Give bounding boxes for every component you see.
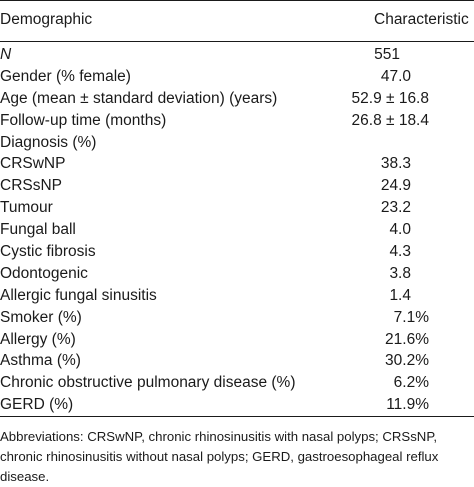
row-value: 38.3 <box>380 155 411 173</box>
row-value: 7.1% <box>393 308 429 326</box>
table-row: Follow-up time (months) 26.8 ± 18.4 <box>0 110 474 132</box>
table-row: Asthma (%) 30.2% <box>0 350 474 372</box>
row-label: GERD (%) <box>0 396 74 414</box>
table-row-section-header: Diagnosis (%) <box>0 132 474 154</box>
row-label: Asthma (%) <box>0 352 81 370</box>
row-value: 1.4 <box>389 286 411 304</box>
row-value: 26.8 ± 18.4 <box>351 111 429 129</box>
table-row: GERD (%) 11.9% <box>0 394 474 416</box>
table-header-rule <box>0 41 474 42</box>
row-value: 3.8 <box>389 264 411 282</box>
row-value: 4.3 <box>389 243 411 261</box>
row-value: 6.2% <box>393 374 429 392</box>
row-value: 11.9% <box>386 396 429 414</box>
table-row: CRSsNP 24.9 <box>0 175 474 197</box>
table-row: Fungal ball 4.0 <box>0 219 474 241</box>
row-value: 21.6% <box>385 330 429 348</box>
table-row: Allergic fungal sinusitis 1.4 <box>0 285 474 307</box>
table-header-row: Demographic Characteristic <box>0 3 474 37</box>
table-top-rule <box>0 0 474 1</box>
row-label: Tumour <box>0 199 53 217</box>
row-label: Gender (% female) <box>0 67 131 85</box>
row-label: Fungal ball <box>0 221 76 239</box>
header-demographic: Demographic <box>0 11 93 28</box>
table-row: Age (mean ± standard deviation) (years) … <box>0 88 474 110</box>
table-row: Gender (% female) 47.0 <box>0 66 474 88</box>
row-value: 52.9 ± 16.8 <box>351 89 429 107</box>
row-label: Follow-up time (months) <box>0 111 167 129</box>
table-body: N 551 Gender (% female) 47.0 Age (mean ±… <box>0 44 474 416</box>
row-value: 24.9 <box>380 177 411 195</box>
row-label: Smoker (%) <box>0 308 82 326</box>
table-row: Chronic obstructive pulmonary disease (%… <box>0 372 474 394</box>
row-value: 47.0 <box>380 67 411 85</box>
table-row: N 551 <box>0 44 474 66</box>
row-label: Allergic fungal sinusitis <box>0 286 157 304</box>
row-label: Chronic obstructive pulmonary disease (%… <box>0 374 296 392</box>
row-label: CRSwNP <box>0 155 66 173</box>
row-value: 551 <box>374 46 400 63</box>
row-label: Allergy (%) <box>0 330 76 348</box>
table-row: Tumour 23.2 <box>0 197 474 219</box>
row-label: Odontogenic <box>0 264 88 282</box>
table-row: CRSwNP 38.3 <box>0 153 474 175</box>
table-footnote: Abbreviations: CRSwNP, chronic rhinosinu… <box>0 429 439 484</box>
row-label: Cystic fibrosis <box>0 243 96 261</box>
table-row: Cystic fibrosis 4.3 <box>0 241 474 263</box>
table-bottom-rule <box>0 416 474 417</box>
row-label: N <box>0 46 12 63</box>
table-row: Odontogenic 3.8 <box>0 263 474 285</box>
table-row: Smoker (%) 7.1% <box>0 307 474 329</box>
row-label: CRSsNP <box>0 177 63 195</box>
table-row: Allergy (%) 21.6% <box>0 329 474 351</box>
row-value: 23.2 <box>380 199 411 217</box>
header-characteristic: Characteristic <box>374 11 469 28</box>
row-label: Diagnosis (%) <box>0 133 97 151</box>
row-value: 4.0 <box>389 221 411 239</box>
row-value: 30.2% <box>385 352 429 370</box>
row-label: Age (mean ± standard deviation) (years) <box>0 89 278 107</box>
